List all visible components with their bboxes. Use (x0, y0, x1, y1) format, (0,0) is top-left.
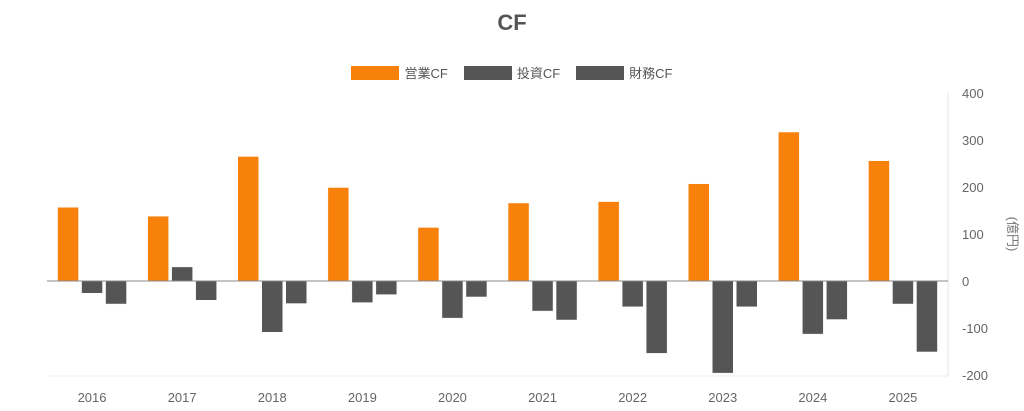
legend-swatch (576, 65, 625, 80)
bar-investing (351, 280, 374, 303)
x-tick-label: 2016 (78, 390, 107, 405)
bar-financing (645, 280, 668, 354)
x-tick-label: 2025 (888, 390, 917, 405)
bar-operating (147, 215, 169, 282)
bar-operating (237, 156, 259, 282)
bar-financing (195, 280, 217, 301)
legend: 営業CF 投資CF 財務CF (0, 63, 1024, 82)
legend-label: 営業CF (404, 66, 448, 81)
bar-financing (916, 280, 938, 353)
bar-operating (597, 201, 620, 282)
bar-operating (688, 183, 710, 282)
x-tick-label: 2020 (438, 390, 467, 405)
bar-investing (802, 280, 824, 335)
legend-swatch (463, 65, 512, 80)
bar-operating (327, 187, 350, 282)
bar-operating (868, 160, 890, 282)
x-tick-label: 2023 (708, 390, 737, 405)
y-tick-label: -100 (962, 321, 988, 336)
bar-financing (736, 280, 758, 308)
y-tick-label: 100 (962, 227, 984, 242)
x-tick-label: 2021 (528, 390, 557, 405)
y-tick-label: -200 (962, 368, 988, 383)
bar-financing (105, 280, 127, 305)
bar-investing (81, 280, 103, 294)
bar-operating (778, 131, 800, 282)
y-tick-label: 0 (962, 274, 969, 289)
legend-swatch (351, 65, 400, 80)
x-tick-label: 2019 (348, 390, 377, 405)
bar-investing (441, 280, 464, 319)
bar-operating (417, 227, 440, 282)
y-axis-label: (億円) (1005, 217, 1020, 252)
legend-item-investing[interactable]: 投資CF (463, 63, 561, 82)
y-tick-label: 300 (962, 133, 984, 148)
x-tick-label: 2018 (258, 390, 287, 405)
legend-item-financing[interactable]: 財務CF (576, 63, 673, 82)
bar-investing (712, 280, 734, 374)
bar-financing (285, 280, 307, 304)
y-tick-label: 400 (962, 86, 984, 101)
chart-title: CF (497, 10, 527, 35)
bar-investing (531, 280, 554, 312)
x-tick-label: 2022 (618, 390, 647, 405)
bar-investing (171, 266, 193, 282)
legend-label: 投資CF (516, 66, 561, 81)
x-tick-label: 2024 (798, 390, 827, 405)
bar-investing (892, 280, 914, 305)
bar-financing (826, 280, 848, 320)
legend-item-operating[interactable]: 営業CF (351, 63, 448, 82)
bar-operating (57, 206, 79, 282)
bar-financing (555, 280, 578, 321)
bar-financing (375, 280, 398, 295)
bar-investing (261, 280, 283, 333)
bar-operating (507, 202, 530, 282)
bar-investing (621, 280, 644, 308)
x-tick-label: 2017 (168, 390, 197, 405)
y-tick-label: 200 (962, 180, 984, 195)
legend-label: 財務CF (629, 66, 673, 81)
bar-financing (465, 280, 488, 298)
